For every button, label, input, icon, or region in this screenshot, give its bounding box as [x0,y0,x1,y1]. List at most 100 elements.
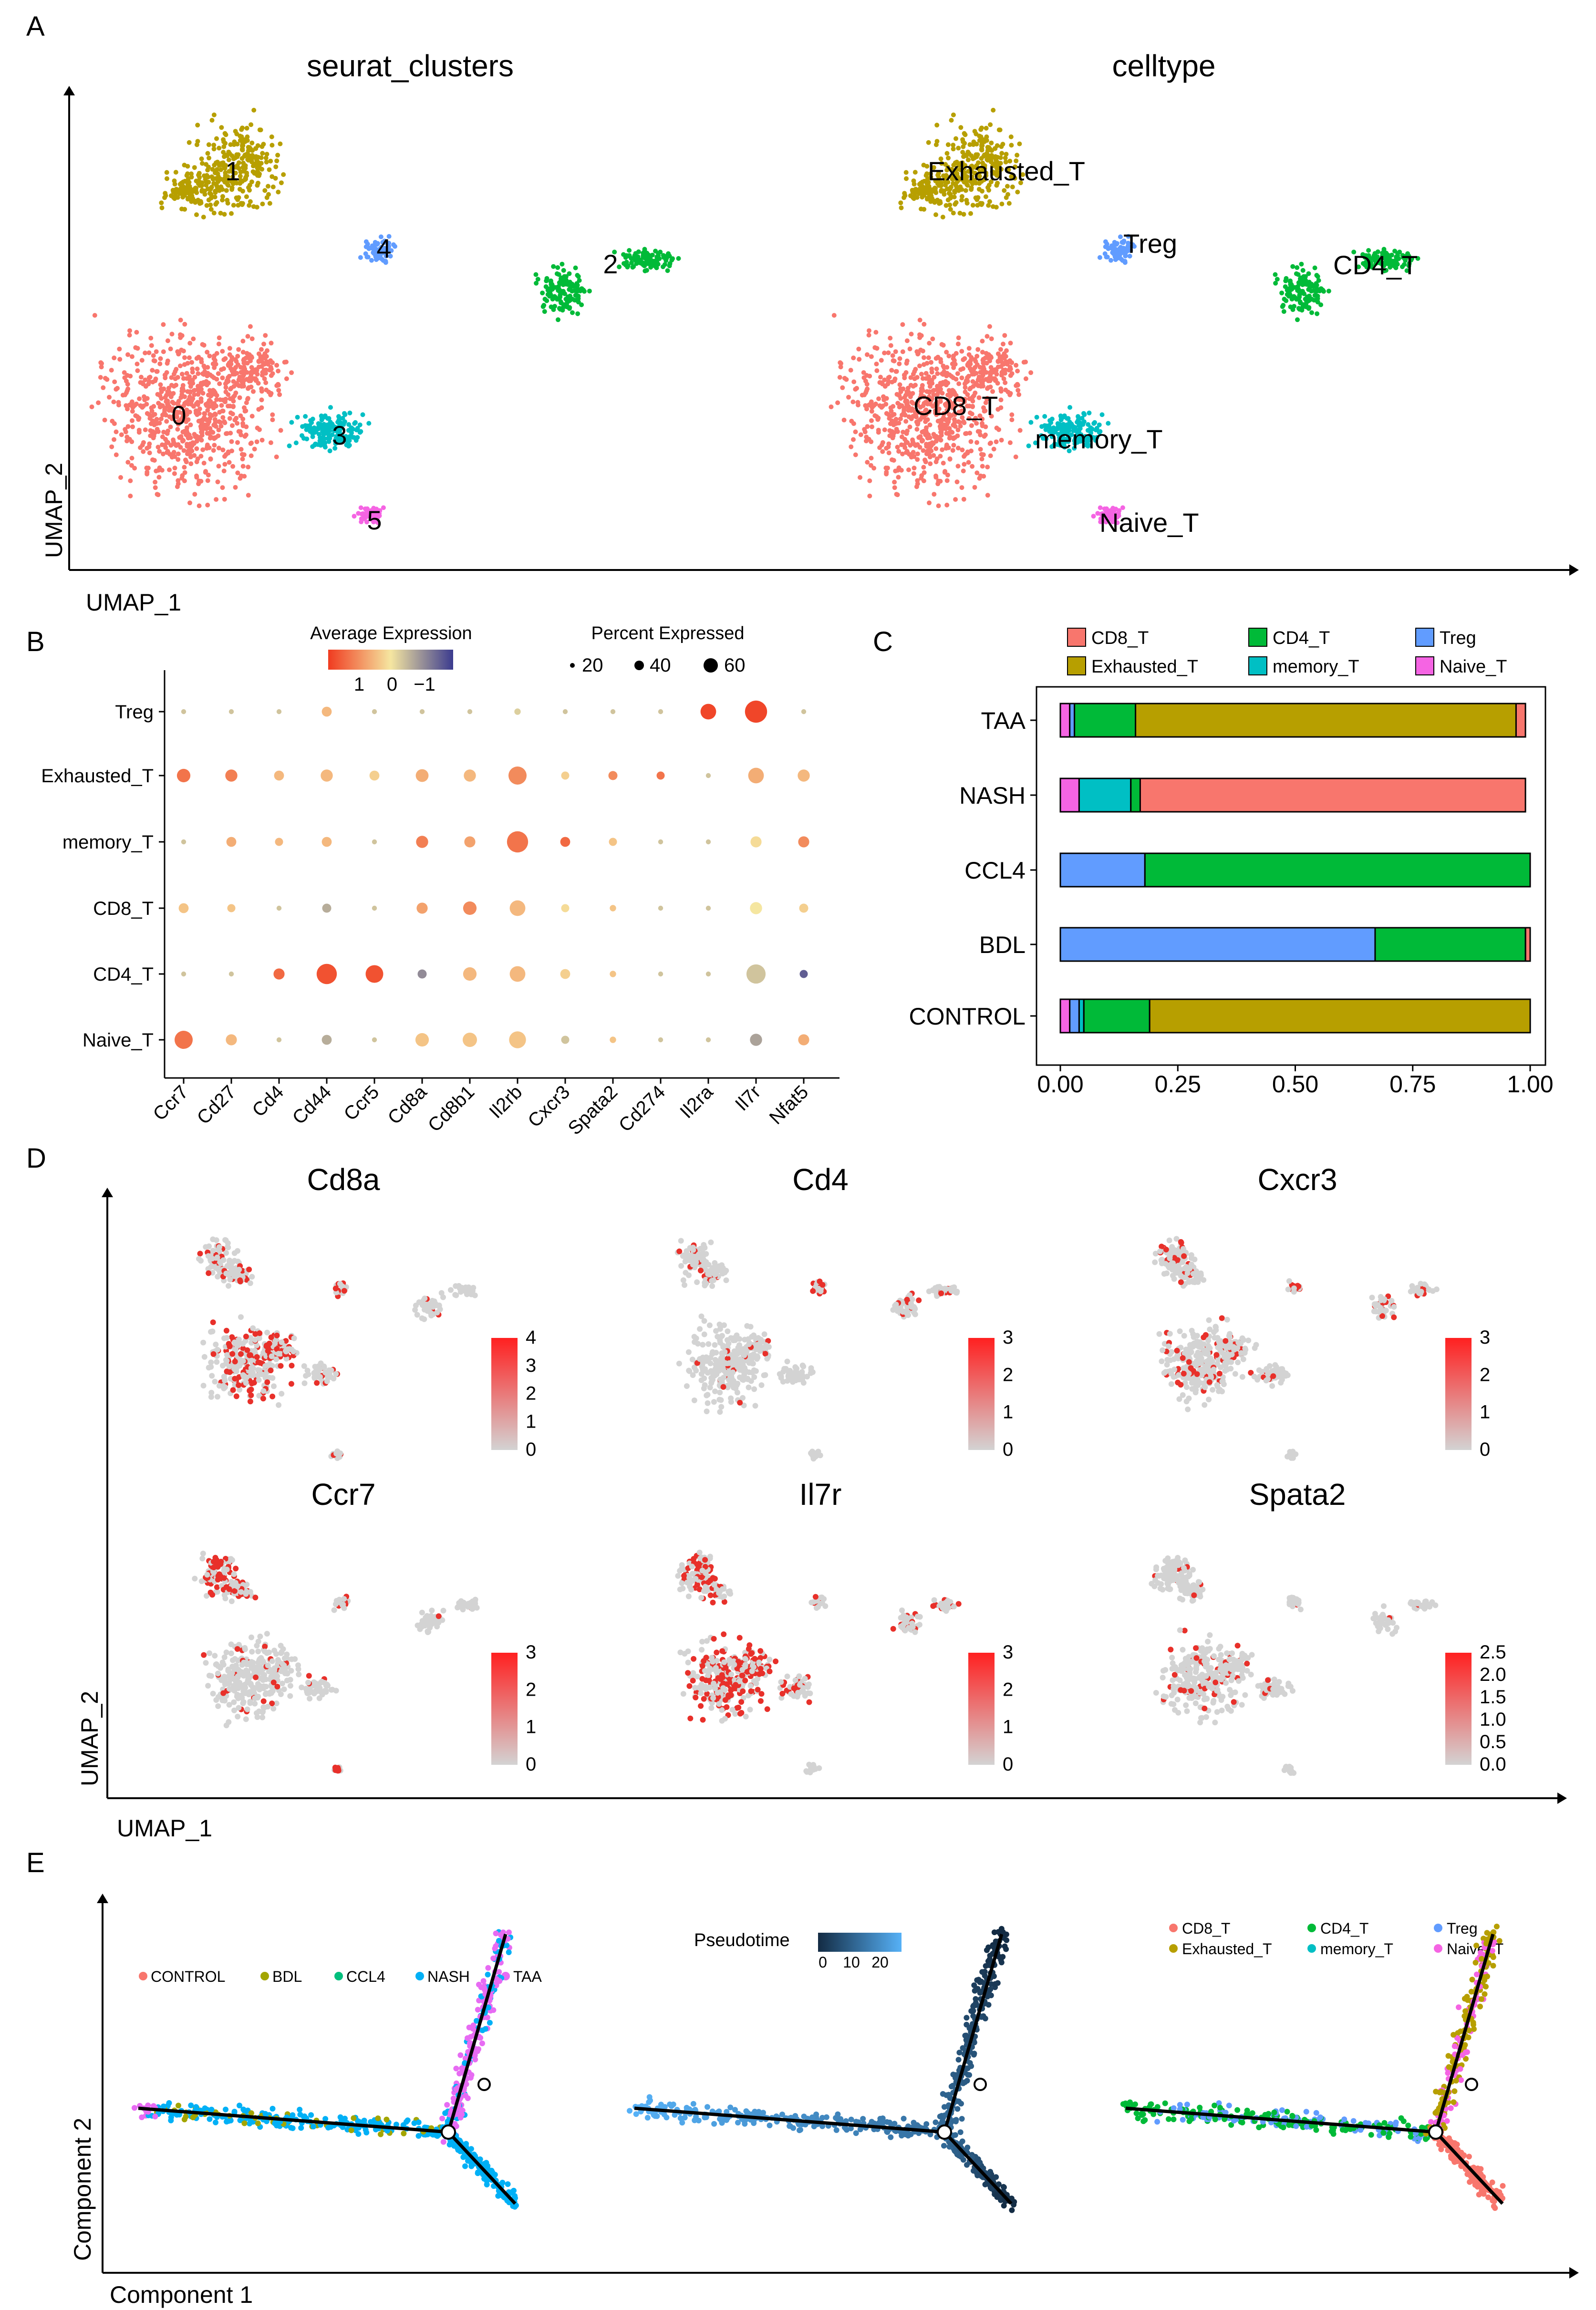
feature-point [248,1365,254,1371]
umap-point [951,375,956,380]
feature-point [428,1313,435,1319]
umap-point [243,432,249,437]
umap-point [195,123,200,128]
feature-point [697,1356,703,1362]
umap-point [227,460,232,465]
umap-point [892,378,897,383]
feature-point [736,1374,743,1380]
bar-segment [1074,703,1137,738]
bar-category-label: BDL [979,932,1026,958]
pct-tick-20: 20 [582,655,603,676]
umap-point [184,428,189,433]
umap-point [988,122,993,127]
umap-point [256,180,260,186]
umap-point [327,434,332,439]
umap-point [923,428,929,433]
umap-point [1006,201,1012,206]
umap-point [630,265,635,270]
dot-gene-label: Ccr5 [340,1081,383,1125]
umap-point [176,451,181,456]
umap-point [895,445,900,450]
dot-row-label: Treg [115,702,154,723]
umap-point [251,108,257,113]
cluster-labels-right: CD8_T Exhausted_T CD4_T memory_T Treg Na… [913,156,1418,538]
umap-point [1007,440,1013,445]
umap-point [165,358,170,363]
umap-point [665,268,670,273]
umap-point [1009,412,1015,417]
umap-point [648,260,653,266]
umap-point [240,456,245,462]
umap-point [175,427,180,432]
umap-point [377,508,383,513]
umap-point [231,203,236,208]
feature-point [755,1335,761,1341]
feature-point [215,1274,221,1280]
feature-point [691,1397,697,1403]
umap-point [155,426,160,432]
umap-point [994,372,999,377]
umap-point [900,413,904,417]
umap-point [134,330,139,335]
umap-point [951,423,956,428]
umap-point [246,465,251,470]
umap-point [956,145,961,151]
umap-point [1082,412,1087,417]
umap-point [904,176,909,181]
umap-point [872,345,878,350]
umap-point [187,355,192,360]
feature-point [217,1259,223,1265]
umap-point [882,351,887,355]
umap-point [969,423,974,428]
dot-mark [561,1036,570,1044]
umap-point [195,402,200,407]
umap-point [912,376,917,382]
umap-point [186,435,191,441]
umap-point [911,471,916,476]
umap-point [109,368,114,373]
umap-point [130,409,135,414]
feature-point [238,1314,244,1320]
umap-point [138,403,143,408]
feature-point [751,1354,757,1360]
feature-point [221,1385,227,1391]
umap-point [579,302,584,307]
umap-point [146,375,152,380]
umap-point [239,147,245,152]
feature-point [260,1396,266,1402]
umap-point [221,139,227,145]
umap-point [868,463,873,468]
feature-point [719,1271,725,1277]
feature-point [200,1383,207,1388]
umap-point [907,425,912,430]
umap-point [924,442,929,447]
feature-point [317,1366,323,1372]
umap-point [670,256,675,261]
umap-point [873,401,878,406]
umap-point [137,396,142,401]
title-seurat-clusters: seurat_clusters [307,49,514,83]
umap-point [1309,289,1314,294]
umap-point [180,184,186,189]
umap-point [125,406,130,412]
umap-point [168,394,174,399]
umap-point [241,160,246,166]
umap-point [212,195,218,199]
umap-point [557,297,562,302]
umap-point [202,192,207,197]
bar-segment [1130,777,1141,813]
umap-point [256,364,261,370]
umap-point [919,389,924,394]
umap-point [206,197,211,203]
umap-point [289,370,294,375]
feature-point [249,1274,255,1280]
umap-point [947,399,953,404]
umap-point [980,339,985,344]
umap-point [908,375,913,380]
umap-point [900,349,905,354]
umap-point [911,401,916,406]
umap-point [128,373,133,379]
feature-point [433,1302,439,1308]
umap-point [961,468,966,474]
